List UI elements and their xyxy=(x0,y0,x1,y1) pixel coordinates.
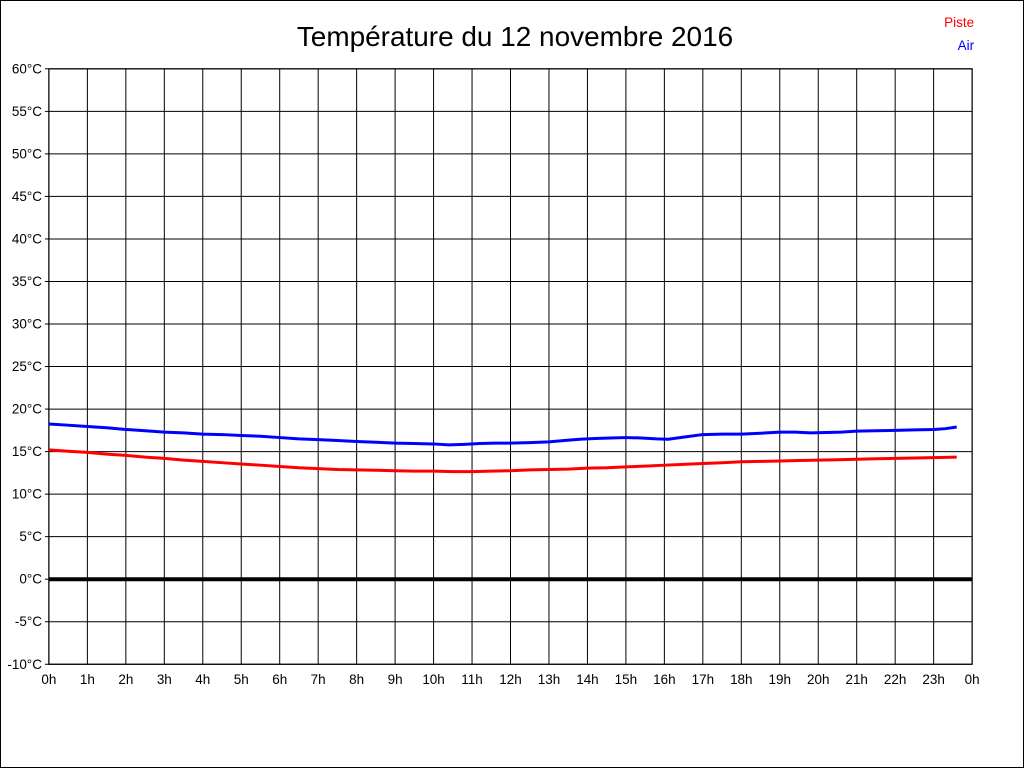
x-tick-label: 15h xyxy=(615,672,637,687)
x-tick-label: 22h xyxy=(884,672,906,687)
chart-title: Température du 12 novembre 2016 xyxy=(297,21,733,52)
x-tick-label: 5h xyxy=(234,672,249,687)
y-tick-label: 5°C xyxy=(19,529,42,544)
plot-area: 0h 1h 2h 3h 4h 5h 6h 7h 8h 9h 10h 11h 12h 13h 14h 15h 16… xyxy=(7,61,979,687)
y-tick-label: -5°C xyxy=(15,614,42,629)
x-tick-label: 11h xyxy=(461,672,482,687)
y-tick-label: 40°C xyxy=(12,231,42,246)
x-tick-label: 6h xyxy=(272,672,287,687)
x-tick-label: 21h xyxy=(845,672,867,687)
x-tick-label: 14h xyxy=(576,672,598,687)
y-tick-label: 55°C xyxy=(12,104,42,119)
x-tick-label: 8h xyxy=(349,672,364,687)
y-tick-label: 25°C xyxy=(12,359,42,374)
x-tick-label: 18h xyxy=(730,672,752,687)
x-tick-label: 0h xyxy=(41,672,56,687)
x-tick-label: 2h xyxy=(118,672,133,687)
x-tick-label: 17h xyxy=(692,672,714,687)
x-tick-label: 0h xyxy=(965,672,980,687)
x-tick-label: 12h xyxy=(499,672,521,687)
y-tick-label: 50°C xyxy=(12,146,42,161)
x-tick-label: 1h xyxy=(80,672,95,687)
y-tick-label: 15°C xyxy=(12,444,42,459)
x-tick-label: 23h xyxy=(922,672,944,687)
y-tick-label: 30°C xyxy=(12,317,42,332)
y-tick-label: -10°C xyxy=(7,657,42,672)
x-tick-label: 9h xyxy=(388,672,403,687)
legend-air-label: Air xyxy=(958,38,975,53)
x-tick-label: 3h xyxy=(157,672,172,687)
legend-piste-label: Piste xyxy=(944,15,974,30)
series-line-piste xyxy=(48,448,957,474)
x-tick-label: 19h xyxy=(769,672,791,687)
y-tick-label: 45°C xyxy=(12,189,42,204)
y-tick-label: 0°C xyxy=(19,572,42,587)
y-tick-label: 20°C xyxy=(12,402,42,417)
x-tick-label: 7h xyxy=(311,672,326,687)
x-tick-label: 4h xyxy=(195,672,210,687)
x-tick-label: 13h xyxy=(538,672,560,687)
series-line-air xyxy=(48,422,957,447)
x-tick-label: 10h xyxy=(422,672,444,687)
x-tick-label: 16h xyxy=(653,672,675,687)
y-tick-label: 35°C xyxy=(12,274,42,289)
plot-border xyxy=(48,68,973,665)
y-tick-label: 10°C xyxy=(12,487,42,502)
y-tick-label: 60°C xyxy=(12,61,42,76)
x-tick-label: 20h xyxy=(807,672,829,687)
